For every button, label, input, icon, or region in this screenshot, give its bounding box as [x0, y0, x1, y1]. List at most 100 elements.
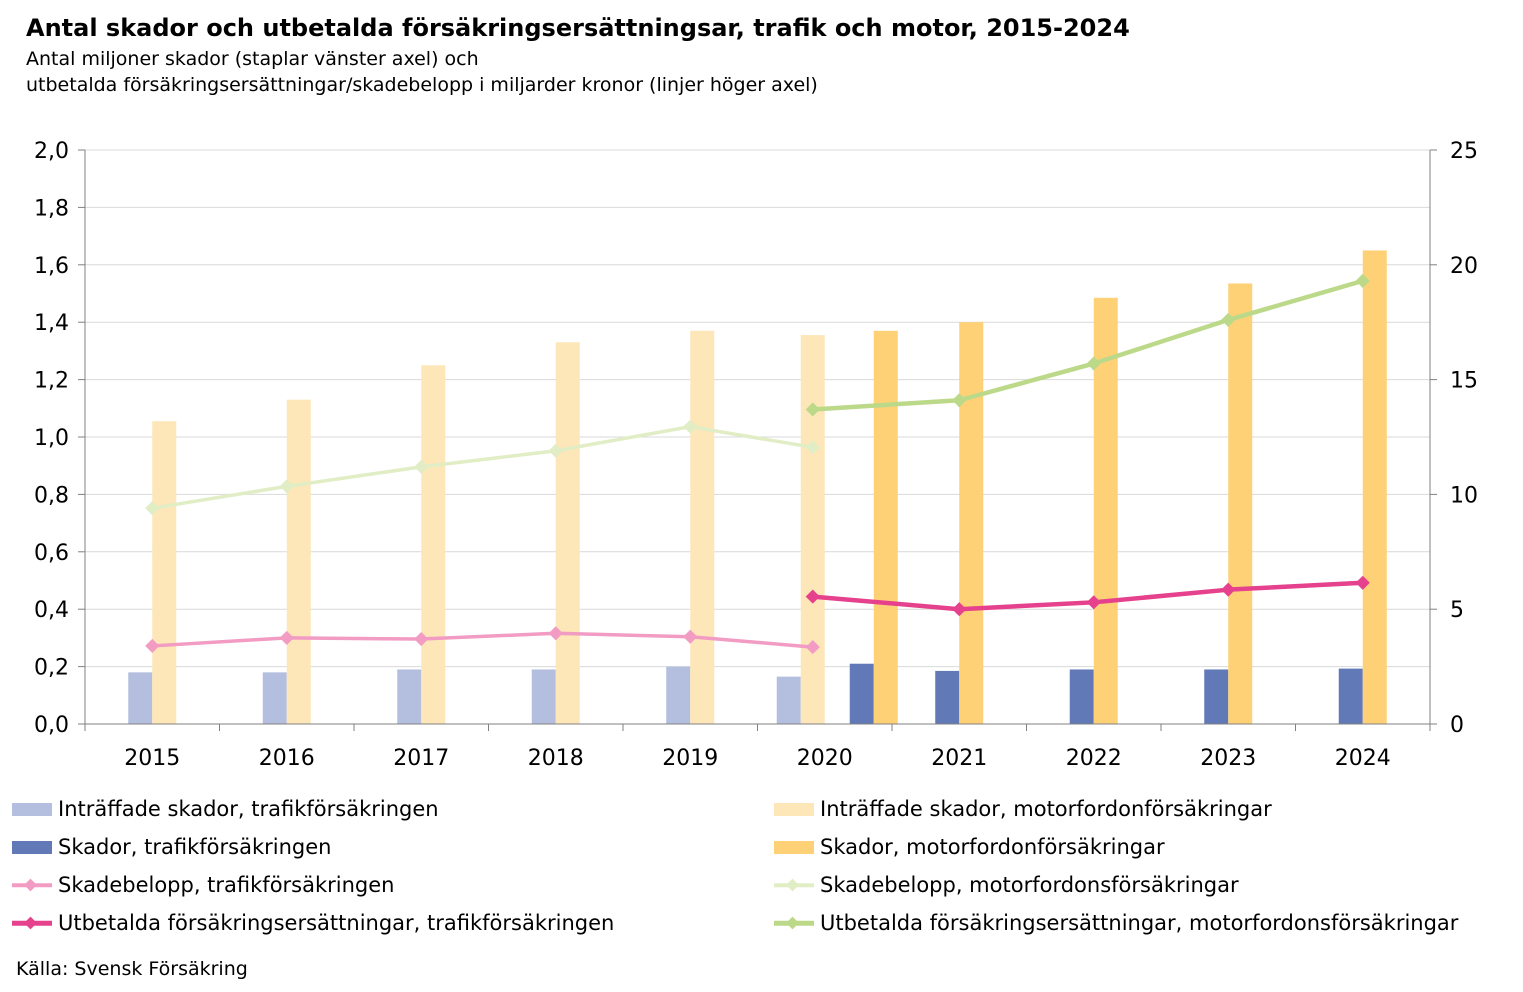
data-point-marker: [1221, 582, 1236, 597]
legend-swatch: [774, 840, 814, 854]
legend-label: Utbetalda försäkringsersättningar, trafi…: [58, 911, 615, 935]
legend-label: Inträffade skador, motorfordonförsäkring…: [820, 797, 1272, 821]
data-point-marker: [805, 589, 820, 604]
bar: [1338, 668, 1363, 724]
left-axis-tick-label: 2,0: [34, 139, 69, 164]
legend-swatch: [12, 878, 52, 892]
data-point-marker: [145, 501, 160, 516]
series-line: [151, 424, 814, 510]
left-axis-tick-label: 1,4: [34, 311, 69, 336]
legend-label: Skadebelopp, trafikförsäkringen: [58, 873, 395, 897]
x-axis-tick-label: 2017: [393, 746, 449, 771]
bar: [873, 330, 898, 724]
x-axis-tick-label: 2022: [1066, 746, 1122, 771]
bar: [1204, 669, 1229, 724]
legend-label: Skador, trafikförsäkringen: [58, 835, 332, 859]
bar: [1093, 297, 1118, 724]
legend-label: Skadebelopp, motorfordonsförsäkringar: [820, 873, 1239, 897]
bar: [959, 322, 984, 724]
chart-subtitle-line-2: utbetalda försäkringsersättningar/skadeb…: [26, 74, 818, 96]
legend-label: Utbetalda försäkringsersättningar, motor…: [820, 911, 1459, 935]
line-series-group: [145, 273, 1370, 655]
tick-labels: 0,0 0,2 0,4 0,6 0,8 1,0 1,2 1,4 1,6 1,8 2,0 0 5 10 15 2…: [34, 139, 1478, 771]
bar-series-group: [128, 250, 1387, 724]
chart-title: Antal skador och utbetalda försäkringser…: [26, 14, 1130, 42]
x-axis-tick-label: 2016: [259, 746, 315, 771]
data-point-marker: [414, 631, 429, 647]
data-point-marker: [414, 459, 429, 474]
data-point-marker: [1086, 356, 1101, 371]
legend-entry: Skadebelopp, motorfordonsförsäkringar: [774, 872, 1239, 898]
legend-entry: Inträffade skador, trafikförsäkringen: [12, 796, 439, 822]
data-point-marker: [548, 626, 563, 641]
legend-entry: Inträffade skador, motorfordonförsäkring…: [774, 796, 1272, 822]
right-axis-tick-label: 25: [1450, 139, 1478, 164]
series-line: [152, 631, 813, 649]
left-axis-tick-label: 1,8: [34, 196, 69, 221]
data-point-marker: [1355, 273, 1370, 288]
data-point-marker: [1355, 575, 1370, 590]
x-axis-tick-label: 2024: [1335, 746, 1391, 771]
bar: [1069, 669, 1094, 724]
bar: [800, 335, 825, 724]
data-point-marker: [1086, 595, 1101, 610]
data-point-marker: [805, 402, 820, 417]
bar: [421, 365, 446, 724]
bar: [128, 672, 153, 724]
legend-label: Inträffade skador, trafikförsäkringen: [58, 797, 439, 821]
x-axis-tick-label: 2015: [124, 746, 180, 771]
x-axis-tick-label: 2020: [797, 746, 853, 771]
data-point-marker: [805, 440, 820, 455]
legend-swatch: [12, 840, 52, 854]
bar: [690, 330, 715, 724]
left-axis-tick-label: 1,0: [34, 426, 69, 451]
left-axis-tick-label: 0,0: [34, 713, 69, 738]
axes: [78, 149, 1437, 731]
right-axis-tick-label: 5: [1450, 598, 1464, 623]
bar: [935, 670, 960, 724]
bar: [152, 421, 177, 724]
data-point-marker: [1221, 312, 1236, 327]
bar: [397, 669, 422, 724]
bar: [1362, 250, 1387, 724]
legend-swatch: [774, 802, 814, 816]
left-axis-tick-label: 0,6: [34, 541, 69, 566]
legend-entry: Utbetalda försäkringsersättningar, motor…: [774, 910, 1458, 936]
legend-swatch: [12, 802, 52, 816]
x-axis-tick-label: 2018: [528, 746, 584, 771]
right-axis-tick-label: 10: [1450, 483, 1478, 508]
right-axis-tick-label: 15: [1450, 369, 1478, 394]
bar: [262, 672, 287, 724]
chart-subtitle-line-1: Antal miljoner skador (staplar vänster a…: [26, 48, 479, 70]
bar: [555, 342, 580, 724]
right-axis-tick-label: 0: [1450, 713, 1464, 738]
source-note: Källa: Svensk Försäkring: [16, 958, 248, 980]
x-axis-tick-label: 2019: [662, 746, 718, 771]
left-axis-tick-label: 0,4: [34, 598, 69, 623]
left-axis-tick-label: 1,2: [34, 369, 69, 394]
legend-entry: Skador, trafikförsäkringen: [12, 834, 331, 860]
data-point-marker: [279, 479, 294, 494]
legend-entry: Skadebelopp, trafikförsäkringen: [12, 872, 395, 898]
data-point-marker: [952, 393, 967, 408]
bar: [849, 663, 874, 724]
left-axis-tick-label: 0,8: [34, 483, 69, 508]
left-axis-tick-label: 1,6: [34, 254, 69, 279]
bar: [666, 666, 691, 724]
data-point-marker: [805, 640, 820, 655]
bar: [531, 669, 556, 724]
data-point-marker: [683, 629, 698, 644]
data-point-marker: [548, 443, 563, 458]
x-axis-tick-label: 2023: [1200, 746, 1256, 771]
right-axis-tick-label: 20: [1450, 254, 1478, 279]
left-axis-tick-label: 0,2: [34, 656, 69, 681]
bar: [286, 399, 311, 724]
legend-swatch: [774, 878, 814, 892]
data-point-marker: [145, 638, 160, 654]
data-point-marker: [952, 602, 967, 617]
legend-label: Skador, motorfordonförsäkringar: [820, 835, 1165, 859]
data-point-marker: [683, 419, 698, 434]
legend-swatch: [12, 916, 52, 930]
x-axis-tick-label: 2021: [931, 746, 987, 771]
